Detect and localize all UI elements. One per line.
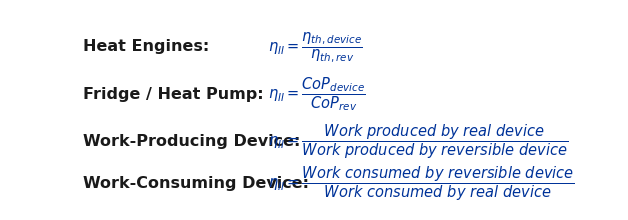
Text: $\eta_{II} = \dfrac{\mathit{Work\ consumed\ by\ reversible\ device}}{\mathit{Wor: $\eta_{II} = \dfrac{\mathit{Work\ consum… — [268, 165, 575, 203]
Text: Fridge / Heat Pump:: Fridge / Heat Pump: — [84, 87, 264, 102]
Text: $\eta_{II} = \dfrac{\mathit{Work\ produced\ by\ real\ device}}{\mathit{Work\ pro: $\eta_{II} = \dfrac{\mathit{Work\ produc… — [268, 122, 569, 161]
Text: $\eta_{II} = \dfrac{\eta_{th,device}}{\eta_{th,rev}}$: $\eta_{II} = \dfrac{\eta_{th,device}}{\e… — [268, 30, 363, 64]
Text: Work-Producing Device:: Work-Producing Device: — [84, 134, 301, 149]
Text: Work-Consuming Device:: Work-Consuming Device: — [84, 176, 310, 191]
Text: Heat Engines:: Heat Engines: — [84, 39, 210, 54]
Text: $\eta_{II} = \dfrac{CoP_{device}}{CoP_{rev}}$: $\eta_{II} = \dfrac{CoP_{device}}{CoP_{r… — [268, 75, 366, 113]
